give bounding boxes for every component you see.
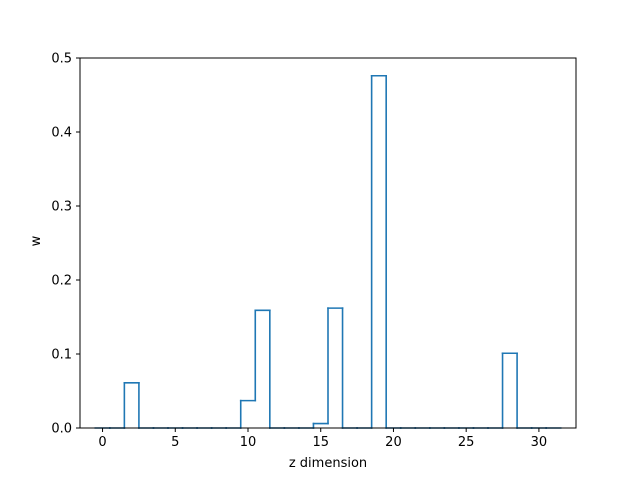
x-tick-label: 25 — [458, 435, 475, 450]
x-tick-label: 10 — [240, 435, 257, 450]
x-axis-label: z dimension — [289, 456, 367, 471]
y-tick-label: 0.3 — [51, 200, 72, 215]
y-tick-label: 0.4 — [51, 126, 72, 141]
y-axis: 0.0 0.1 0.2 0.3 0.4 0.5 — [51, 52, 80, 437]
y-axis-label: w — [29, 235, 44, 246]
x-tick-label: 0 — [98, 435, 106, 450]
axes-frame — [79, 57, 577, 429]
y-tick-label: 0.1 — [51, 348, 72, 363]
plot-area — [79, 57, 577, 429]
x-tick-label: 15 — [312, 435, 329, 450]
x-tick-label: 5 — [171, 435, 179, 450]
x-axis: 0 5 10 15 20 25 30 — [98, 428, 547, 450]
y-tick-label: 0.2 — [51, 274, 72, 289]
y-tick-label: 0.0 — [51, 422, 72, 437]
x-tick-label: 20 — [385, 435, 402, 450]
y-tick-label: 0.5 — [51, 52, 72, 67]
x-tick-label: 30 — [531, 435, 548, 450]
